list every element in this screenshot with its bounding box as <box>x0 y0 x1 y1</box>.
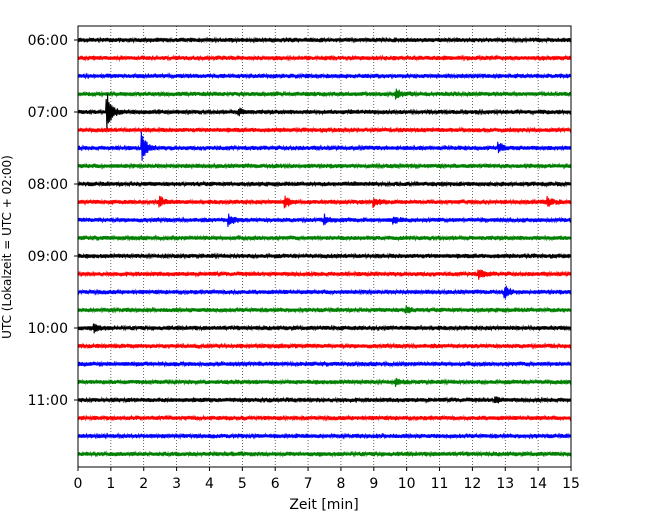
x-tick-label: 1 <box>106 476 115 492</box>
trace-0600 <box>77 36 572 44</box>
x-tick-label: 9 <box>369 476 378 492</box>
trace-1045 <box>77 377 572 387</box>
y-axis-label: UTC (Lokalzeit = UTC + 02:00) <box>0 155 14 339</box>
y-tick-label: 08:00 <box>28 177 68 193</box>
x-tick-label: 6 <box>271 476 280 492</box>
trace-0630 <box>77 72 572 80</box>
y-tick-label: 10:00 <box>28 321 68 337</box>
x-tick-label: 0 <box>74 476 83 492</box>
trace-1015 <box>77 342 572 350</box>
y-tick-label: 11:00 <box>28 393 68 409</box>
x-tick-label: 15 <box>562 476 580 492</box>
x-tick-label: 10 <box>398 476 416 492</box>
trace-0730 <box>77 131 572 161</box>
trace-1145 <box>77 450 572 458</box>
trace-0800 <box>77 180 572 188</box>
x-tick-label: 11 <box>431 476 449 492</box>
seismogram-traces <box>77 36 572 458</box>
x-tick-label: 4 <box>205 476 214 492</box>
x-tick-label: 13 <box>496 476 514 492</box>
trace-0745 <box>77 162 572 170</box>
y-tick-label: 06:00 <box>28 33 68 49</box>
x-tick-label: 14 <box>529 476 547 492</box>
trace-0615 <box>77 54 572 62</box>
plot-frame <box>77 25 572 468</box>
trace-0715 <box>77 126 572 134</box>
x-tick-label: 8 <box>336 476 345 492</box>
trace-0915 <box>77 269 572 280</box>
trace-0900 <box>77 252 572 260</box>
x-tick-label: 7 <box>304 476 313 492</box>
y-axis-ticks: 06:00 07:00 08:00 09:00 10:00 11:00 <box>28 33 78 409</box>
y-tick-label: 09:00 <box>28 249 68 265</box>
trace-0945 <box>77 305 572 314</box>
trace-1115 <box>77 414 572 422</box>
trace-1030 <box>77 360 572 368</box>
trace-0700 <box>77 93 572 130</box>
x-axis-ticks: 0 1 2 3 4 5 6 7 8 9 10 11 12 13 14 15 <box>74 467 580 492</box>
x-tick-label: 12 <box>463 476 481 492</box>
x-tick-label: 3 <box>172 476 181 492</box>
x-tick-label: 2 <box>139 476 148 492</box>
x-axis-label: Zeit [min] <box>289 497 358 513</box>
trace-0845 <box>77 234 572 242</box>
trace-0830 <box>77 213 572 227</box>
trace-0930 <box>77 285 572 299</box>
x-tick-label: 5 <box>238 476 247 492</box>
trace-1000 <box>77 323 572 334</box>
trace-0815 <box>77 195 572 209</box>
trace-0645 <box>77 88 572 100</box>
trace-1130 <box>77 432 572 440</box>
trace-1100 <box>77 396 572 404</box>
y-tick-label: 07:00 <box>28 105 68 121</box>
